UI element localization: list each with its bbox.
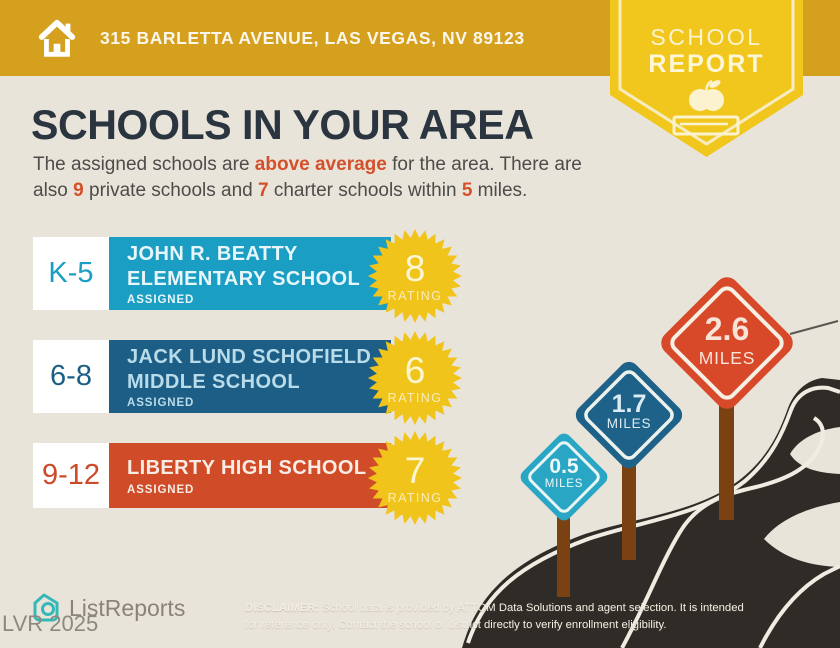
disclaimer-body: School data is provided by ATTOM Data So… [319, 602, 744, 614]
badge-line-report: REPORT [648, 50, 765, 78]
rating-label: RATING [387, 390, 443, 405]
rating-text: 7 RATING [367, 430, 463, 526]
rating-label: RATING [387, 288, 443, 303]
school-bar: JOHN R. BEATTY ELEMENTARY SCHOOL ASSIGNE… [109, 237, 391, 310]
distance-sign-0-5 [520, 433, 608, 521]
distance-sign-2-6 [661, 277, 793, 409]
sign-distance-unit: MILES [544, 478, 584, 491]
intro-segment: The assigned schools are [33, 154, 255, 175]
rating-burst-high: 7 RATING [367, 430, 463, 526]
sign-label-2-6-miles: 2.6 MILES [675, 311, 779, 368]
rating-label: RATING [387, 490, 443, 505]
sign-label-1-7-miles: 1.7 MILES [587, 391, 671, 431]
rating-value: 6 [404, 349, 426, 391]
house-pin-icon [33, 593, 59, 622]
sign-distance-value: 2.6 [704, 311, 750, 347]
school-row-middle: 6-8 JACK LUND SCHOFIELD MIDDLE SCHOOL AS… [33, 340, 391, 413]
school-name-line2: ELEMENTARY SCHOOL [127, 267, 361, 290]
assigned-status: ASSIGNED [127, 483, 195, 496]
disclaimer-line1: DISCLAIMER: School data is provided by A… [245, 600, 830, 617]
school-name-line1: LIBERTY HIGH SCHOOL [127, 457, 367, 480]
school-bar: LIBERTY HIGH SCHOOL ASSIGNED [109, 443, 391, 508]
grade-range: 9-12 [33, 443, 109, 508]
rating-burst-middle: 6 RATING [367, 330, 463, 426]
intro-text: The assigned schools are above average f… [33, 152, 593, 204]
assigned-status: ASSIGNED [127, 396, 195, 409]
school-bar: JACK LUND SCHOFIELD MIDDLE SCHOOL ASSIGN… [109, 340, 391, 413]
distance-sign-1-7 [575, 361, 683, 469]
rating-value: 7 [404, 449, 426, 491]
intro-segment: charter schools within [268, 180, 462, 202]
grade-range: 6-8 [33, 340, 109, 413]
school-row-elementary: K-5 JOHN R. BEATTY ELEMENTARY SCHOOL ASS… [33, 237, 391, 310]
road-surface [462, 378, 840, 648]
intro-highlight: 5 [461, 180, 473, 202]
apple-on-book-icon [672, 79, 740, 136]
rating-text: 6 RATING [367, 330, 463, 426]
grade-range: K-5 [33, 237, 109, 310]
intro-segment: for the area. There are [386, 154, 582, 175]
sign-distance-unit: MILES [606, 416, 652, 432]
school-name-line1: JACK LUND SCHOFIELD [127, 346, 372, 369]
badge-line-school: SCHOOL [650, 24, 763, 50]
school-name-line1: JOHN R. BEATTY [127, 243, 298, 266]
school-name-line2: MIDDLE SCHOOL [127, 370, 300, 393]
intro-highlight: 9 [73, 180, 84, 202]
watermark: LVR 2025 [2, 611, 99, 636]
page-title: SCHOOLS IN YOUR AREA [31, 101, 534, 148]
rating-burst-elementary: 8 RATING [367, 228, 463, 324]
sign-distance-unit: MILES [698, 347, 756, 368]
disclaimer-line2: for reference only. Contact the school o… [245, 618, 667, 631]
listreports-brand: ListReports [30, 592, 185, 624]
assigned-status: ASSIGNED [127, 293, 195, 306]
disclaimer-label: DISCLAIMER: [245, 602, 320, 614]
school-row-high: 9-12 LIBERTY HIGH SCHOOL ASSIGNED [33, 443, 391, 508]
intro-segment: also [33, 180, 74, 202]
rating-text: 8 RATING [367, 228, 463, 324]
intro-highlight: above average [254, 154, 387, 175]
horizon-line [789, 320, 839, 335]
school-report-badge: SCHOOL REPORT [610, 0, 803, 157]
brand-name: ListReports [69, 594, 186, 621]
intro-segment: private schools and [83, 180, 258, 202]
disclaimer-text: DISCLAIMER: School data is provided by A… [245, 600, 830, 634]
sign-label-0-5-miles: 0.5 MILES [524, 455, 604, 491]
intro-highlight: 7 [257, 180, 269, 202]
sign-distance-value: 1.7 [611, 390, 647, 418]
rating-value: 8 [404, 247, 426, 289]
property-address: 315 BARLETTA AVENUE, LAS VEGAS, NV 89123 [100, 27, 525, 48]
sign-distance-value: 0.5 [549, 455, 579, 478]
intro-segment: miles. [472, 180, 528, 202]
home-icon [38, 19, 76, 57]
